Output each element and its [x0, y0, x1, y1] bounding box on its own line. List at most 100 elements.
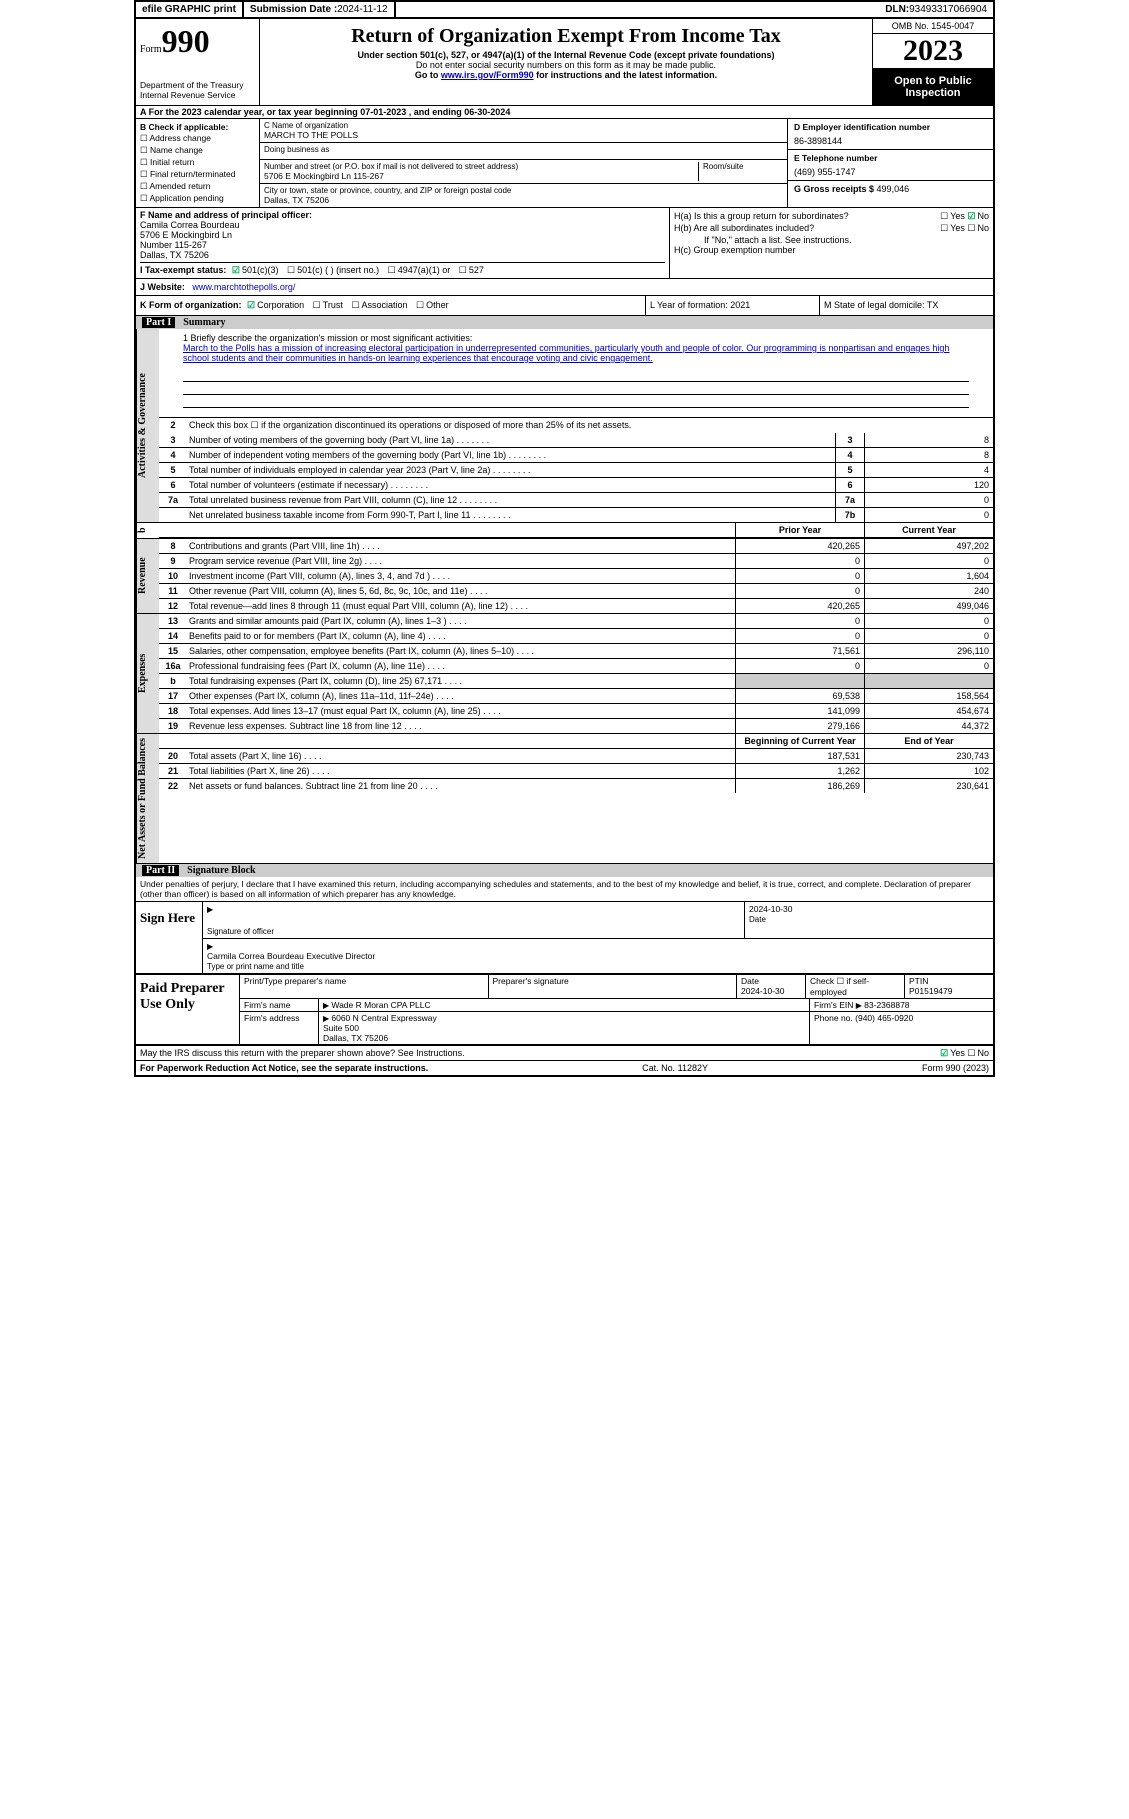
dba-label: Doing business as: [264, 145, 783, 154]
line-21: 21Total liabilities (Part X, line 26) . …: [159, 764, 993, 779]
paid-preparer-label: Paid Preparer Use Only: [136, 975, 240, 1044]
firm-phone-label: Phone no.: [814, 1013, 853, 1023]
th-prior: Prior Year: [735, 523, 864, 537]
phone-value: (469) 955-1747: [794, 167, 987, 177]
line-20: 20Total assets (Part X, line 16) . . . .…: [159, 749, 993, 764]
website-link[interactable]: www.marchtothepolls.org/: [192, 282, 295, 292]
part1-num: Part I: [142, 317, 175, 328]
prep-date-label: Date: [741, 976, 759, 986]
officer-city: Dallas, TX 75206: [140, 250, 665, 260]
officer-addr2: Number 115-267: [140, 240, 665, 250]
vtab-netassets: Net Assets or Fund Balances: [136, 734, 159, 863]
line-11: 11Other revenue (Part VIII, column (A), …: [159, 584, 993, 599]
prep-sig-label: Preparer's signature: [489, 975, 738, 998]
perjury-declaration: Under penalties of perjury, I declare th…: [136, 877, 993, 902]
efile-print-button[interactable]: efile GRAPHIC print: [136, 2, 244, 17]
prep-name-label: Print/Type preparer's name: [240, 975, 489, 998]
cb-trust[interactable]: Trust: [313, 300, 343, 311]
cb-association[interactable]: Association: [351, 300, 407, 311]
sig-date: 2024-10-30: [749, 904, 989, 914]
footer-catno: Cat. No. 11282Y: [642, 1063, 708, 1073]
hb-note: If "No," attach a list. See instructions…: [704, 235, 989, 245]
ha-yesno[interactable]: Yes No: [940, 211, 989, 222]
form-word: Form: [140, 44, 162, 55]
th-begin: Beginning of Current Year: [735, 734, 864, 748]
part1-title: Summary: [183, 317, 225, 328]
line-14: 14Benefits paid to or for members (Part …: [159, 629, 993, 644]
mission-label: 1 Briefly describe the organization's mi…: [183, 333, 969, 343]
cb-other[interactable]: Other: [416, 300, 449, 311]
street-label: Number and street (or P.O. box if mail i…: [264, 162, 698, 171]
line-10: 10Investment income (Part VIII, column (…: [159, 569, 993, 584]
officer-addr1: 5706 E Mockingbird Ln: [140, 230, 665, 240]
cb-amended[interactable]: Amended return: [140, 181, 255, 192]
firm-addr: 6060 N Central Expressway Suite 500 Dall…: [319, 1012, 810, 1044]
line-8: 8Contributions and grants (Part VIII, li…: [159, 539, 993, 554]
cb-501c[interactable]: 501(c) ( ) (insert no.): [287, 265, 379, 276]
gov-line-6: 6Total number of volunteers (estimate if…: [159, 478, 993, 493]
firm-phone: (940) 465-0920: [855, 1013, 913, 1023]
open-inspection: Open to Public Inspection: [873, 69, 993, 105]
prep-self-employed[interactable]: Check ☐ if self-employed: [806, 975, 905, 998]
firm-addr-label: Firm's address: [240, 1012, 319, 1044]
cb-final-return[interactable]: Final return/terminated: [140, 169, 255, 180]
line-b: bTotal fundraising expenses (Part IX, co…: [159, 674, 993, 689]
omb-number: OMB No. 1545-0047: [873, 19, 993, 34]
ein-label: D Employer identification number: [794, 122, 987, 132]
cb-527[interactable]: 527: [459, 265, 484, 276]
prep-date: 2024-10-30: [741, 986, 784, 996]
org-name-label: C Name of organization: [264, 121, 783, 130]
ptin-value: P01519479: [909, 986, 953, 996]
cb-app-pending[interactable]: Application pending: [140, 193, 255, 204]
line2-text: Check this box ☐ if the organization dis…: [187, 418, 993, 433]
state-domicile: M State of legal domicile: TX: [820, 296, 993, 315]
gross-receipts-label: G Gross receipts $: [794, 184, 877, 194]
hc-label: H(c) Group exemption number: [674, 245, 989, 255]
firm-name: Wade R Moran CPA PLLC: [319, 999, 810, 1011]
ptin-label: PTIN: [909, 976, 928, 986]
discuss-yesno[interactable]: Yes No: [940, 1048, 989, 1059]
cb-name-change[interactable]: Name change: [140, 145, 255, 156]
cb-initial-return[interactable]: Initial return: [140, 157, 255, 168]
line-15: 15Salaries, other compensation, employee…: [159, 644, 993, 659]
cb-address-change[interactable]: Address change: [140, 133, 255, 144]
website-label: J Website:: [140, 282, 185, 292]
dept-label: Department of the Treasury Internal Reve…: [140, 80, 255, 100]
header-sub1: Under section 501(c), 527, or 4947(a)(1)…: [264, 50, 868, 60]
line-9: 9Program service revenue (Part VIII, lin…: [159, 554, 993, 569]
form-title: Return of Organization Exempt From Incom…: [264, 25, 868, 48]
irs-link[interactable]: www.irs.gov/Form990: [441, 70, 534, 80]
tax-year: 2023: [873, 34, 993, 69]
top-bar: efile GRAPHIC print Submission Date : 20…: [136, 2, 993, 19]
phone-label: E Telephone number: [794, 153, 987, 163]
city-label: City or town, state or province, country…: [264, 186, 783, 195]
room-label: Room/suite: [703, 162, 783, 171]
sig-officer-label: Signature of officer: [207, 927, 274, 936]
header-sub2: Do not enter social security numbers on …: [264, 60, 868, 70]
footer-form: Form 990 (2023): [922, 1063, 989, 1073]
line-22: 22Net assets or fund balances. Subtract …: [159, 779, 993, 793]
vtab-governance: Activities & Governance: [136, 329, 159, 522]
footer-left: For Paperwork Reduction Act Notice, see …: [140, 1063, 428, 1073]
gov-line-3: 3Number of voting members of the governi…: [159, 433, 993, 448]
city-state-zip: Dallas, TX 75206: [264, 195, 783, 205]
gov-line-5: 5Total number of individuals employed in…: [159, 463, 993, 478]
hb-yesno[interactable]: Yes No: [940, 223, 989, 234]
line-12: 12Total revenue—add lines 8 through 11 (…: [159, 599, 993, 613]
street-address: 5706 E Mockingbird Ln 115-267: [264, 171, 698, 181]
officer-label: F Name and address of principal officer:: [140, 210, 665, 220]
sig-date-label: Date: [749, 915, 766, 924]
org-name: MARCH TO THE POLLS: [264, 130, 783, 140]
officer-name: Camila Correa Bourdeau: [140, 220, 665, 230]
part2-title: Signature Block: [187, 865, 255, 876]
gov-line-7b: Net unrelated business taxable income fr…: [159, 508, 993, 522]
cb-4947[interactable]: 4947(a)(1) or: [388, 265, 451, 276]
cb-501c3[interactable]: 501(c)(3): [232, 265, 279, 276]
vtab-b: b: [136, 523, 159, 538]
year-formation: L Year of formation: 2021: [646, 296, 820, 315]
hb-label: H(b) Are all subordinates included?: [674, 223, 814, 234]
firm-ein: 83-2368878: [856, 1000, 910, 1010]
cb-corporation[interactable]: Corporation: [247, 300, 304, 311]
ein-value: 86-3898144: [794, 136, 987, 146]
submission-date: Submission Date : 2024-11-12: [244, 2, 396, 17]
